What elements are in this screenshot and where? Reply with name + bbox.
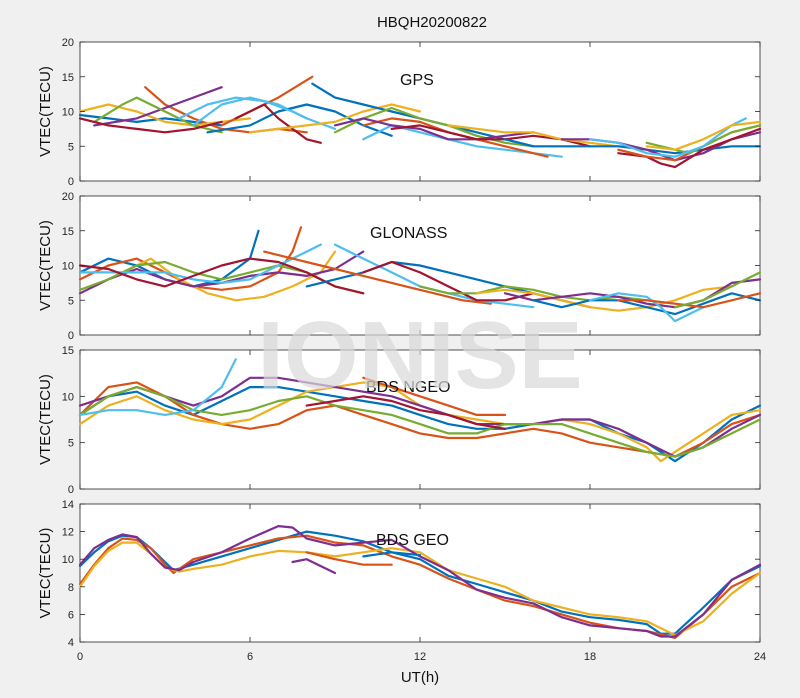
series-line-6	[78, 117, 223, 134]
series-line-9	[178, 96, 308, 120]
y-tick-label: 20	[62, 37, 74, 49]
series-line-10	[234, 103, 322, 144]
y-tick-label: 14	[62, 499, 74, 511]
series-line-7	[305, 260, 535, 295]
y-tick-label: 5	[68, 438, 74, 450]
series-line-7	[362, 376, 507, 416]
panel-annotation: GLONASS	[370, 225, 447, 242]
y-tick-label: 4	[68, 637, 74, 649]
series-line-4	[93, 96, 223, 134]
series-line-11	[248, 103, 422, 134]
y-tick-label: 6	[68, 609, 74, 621]
y-tick-label: 15	[62, 226, 74, 238]
x-tick-label: 0	[77, 651, 83, 663]
x-tick-label: 24	[754, 651, 766, 663]
panel-1: 0 5 10 15 20 VTEC(TECU) GLONASS	[37, 191, 762, 342]
series-line-17	[673, 271, 762, 309]
y-tick-label: 10	[62, 391, 74, 403]
series-line-5	[305, 551, 393, 566]
y-axis-label: VTEC(TECU)	[37, 374, 54, 465]
x-tick-label: 12	[414, 651, 426, 663]
y-tick-label: 0	[68, 484, 74, 496]
y-tick-label: 15	[62, 345, 74, 357]
y-tick-label: 20	[62, 191, 74, 203]
series-line-3	[78, 525, 762, 638]
y-tick-label: 10	[62, 554, 74, 566]
x-tick-label: 18	[584, 651, 596, 663]
x-tick-label: 6	[247, 651, 253, 663]
series-line-3	[78, 376, 762, 458]
panel-3: 4 6 8 10 12 14 0 6 12 18 24 VTEC(TECU) BDS GEO	[37, 499, 766, 663]
panel-annotation: GPS	[400, 72, 434, 89]
y-tick-label: 15	[62, 72, 74, 84]
series-line-5	[78, 358, 237, 416]
y-tick-label: 10	[62, 261, 74, 273]
series-line-2	[78, 541, 762, 637]
series-line-16	[333, 117, 535, 141]
y-tick-label: 0	[68, 176, 74, 188]
series-line-11	[418, 285, 677, 305]
series-line-8	[263, 250, 492, 305]
series-line-0	[78, 386, 762, 463]
panel-0: 0 5 10 15 20 VTEC(TECU) GPS	[37, 37, 762, 188]
chart-title: HBQH20200822	[377, 14, 487, 31]
y-tick-label: 10	[62, 107, 74, 119]
series-line-12	[475, 285, 733, 312]
y-tick-label: 12	[62, 527, 74, 539]
series-line-14	[532, 292, 762, 316]
y-tick-label: 8	[68, 582, 74, 594]
chart-panels: 0 5 10 15 20 VTEC(TECU) GPS 0 5 10 15 20 VTEC(TECU) G…	[37, 37, 766, 663]
series-line-6	[305, 395, 507, 430]
series-line-6	[78, 257, 365, 295]
panel-annotation: BDS GEO	[376, 532, 449, 549]
panel-annotation: BDS NGEO	[366, 379, 450, 396]
series-line-3	[93, 86, 223, 127]
y-axis-label: VTEC(TECU)	[37, 66, 54, 157]
watermark: IONISE	[257, 302, 582, 409]
y-axis-label: VTEC(TECU)	[37, 220, 54, 311]
series-line-15	[588, 292, 705, 323]
y-tick-label: 0	[68, 330, 74, 342]
panel-2: 0 5 10 15 VTEC(TECU) BDS NGEO	[37, 345, 762, 496]
y-tick-label: 5	[68, 141, 74, 153]
y-axis-label: VTEC(TECU)	[37, 528, 54, 619]
plot-area	[79, 503, 761, 643]
series-line-6	[362, 551, 422, 558]
series-line-16	[617, 292, 762, 309]
series-line-4	[291, 558, 337, 575]
y-tick-label: 5	[68, 295, 74, 307]
x-axis-label: UT(h)	[401, 669, 439, 686]
series-line-13	[333, 106, 535, 148]
series-line-25	[645, 120, 762, 151]
